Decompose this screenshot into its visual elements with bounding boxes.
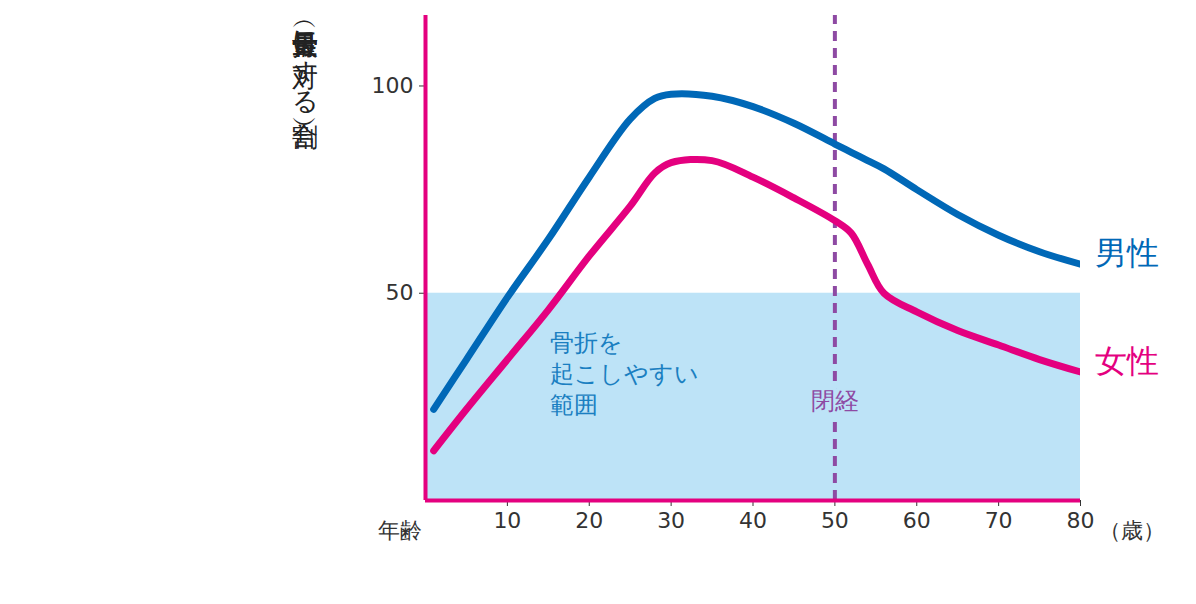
svg-text:80: 80 [1067, 508, 1095, 533]
svg-text:70: 70 [985, 508, 1013, 533]
svg-text:男性: 男性 [1095, 234, 1159, 272]
svg-text:女性: 女性 [1095, 342, 1159, 380]
svg-text:60: 60 [903, 508, 931, 533]
svg-text:閉経: 閉経 [811, 387, 859, 415]
svg-text:40: 40 [739, 508, 767, 533]
svg-text:（歳）: （歳） [1099, 518, 1165, 543]
svg-text:100: 100 [372, 73, 414, 98]
svg-text:50: 50 [386, 280, 414, 305]
svg-text:骨折を起こしやすい範囲: 骨折を起こしやすい範囲 [550, 329, 699, 419]
svg-text:年齢: 年齢 [378, 518, 422, 543]
svg-text:50: 50 [821, 508, 849, 533]
svg-text:10: 10 [493, 508, 521, 533]
svg-text:30: 30 [657, 508, 685, 533]
html-text:骨量（最大骨量に対する割合）: 骨量（最大骨量に対する割合） [290, 12, 320, 102]
svg-text:20: 20 [575, 508, 603, 533]
